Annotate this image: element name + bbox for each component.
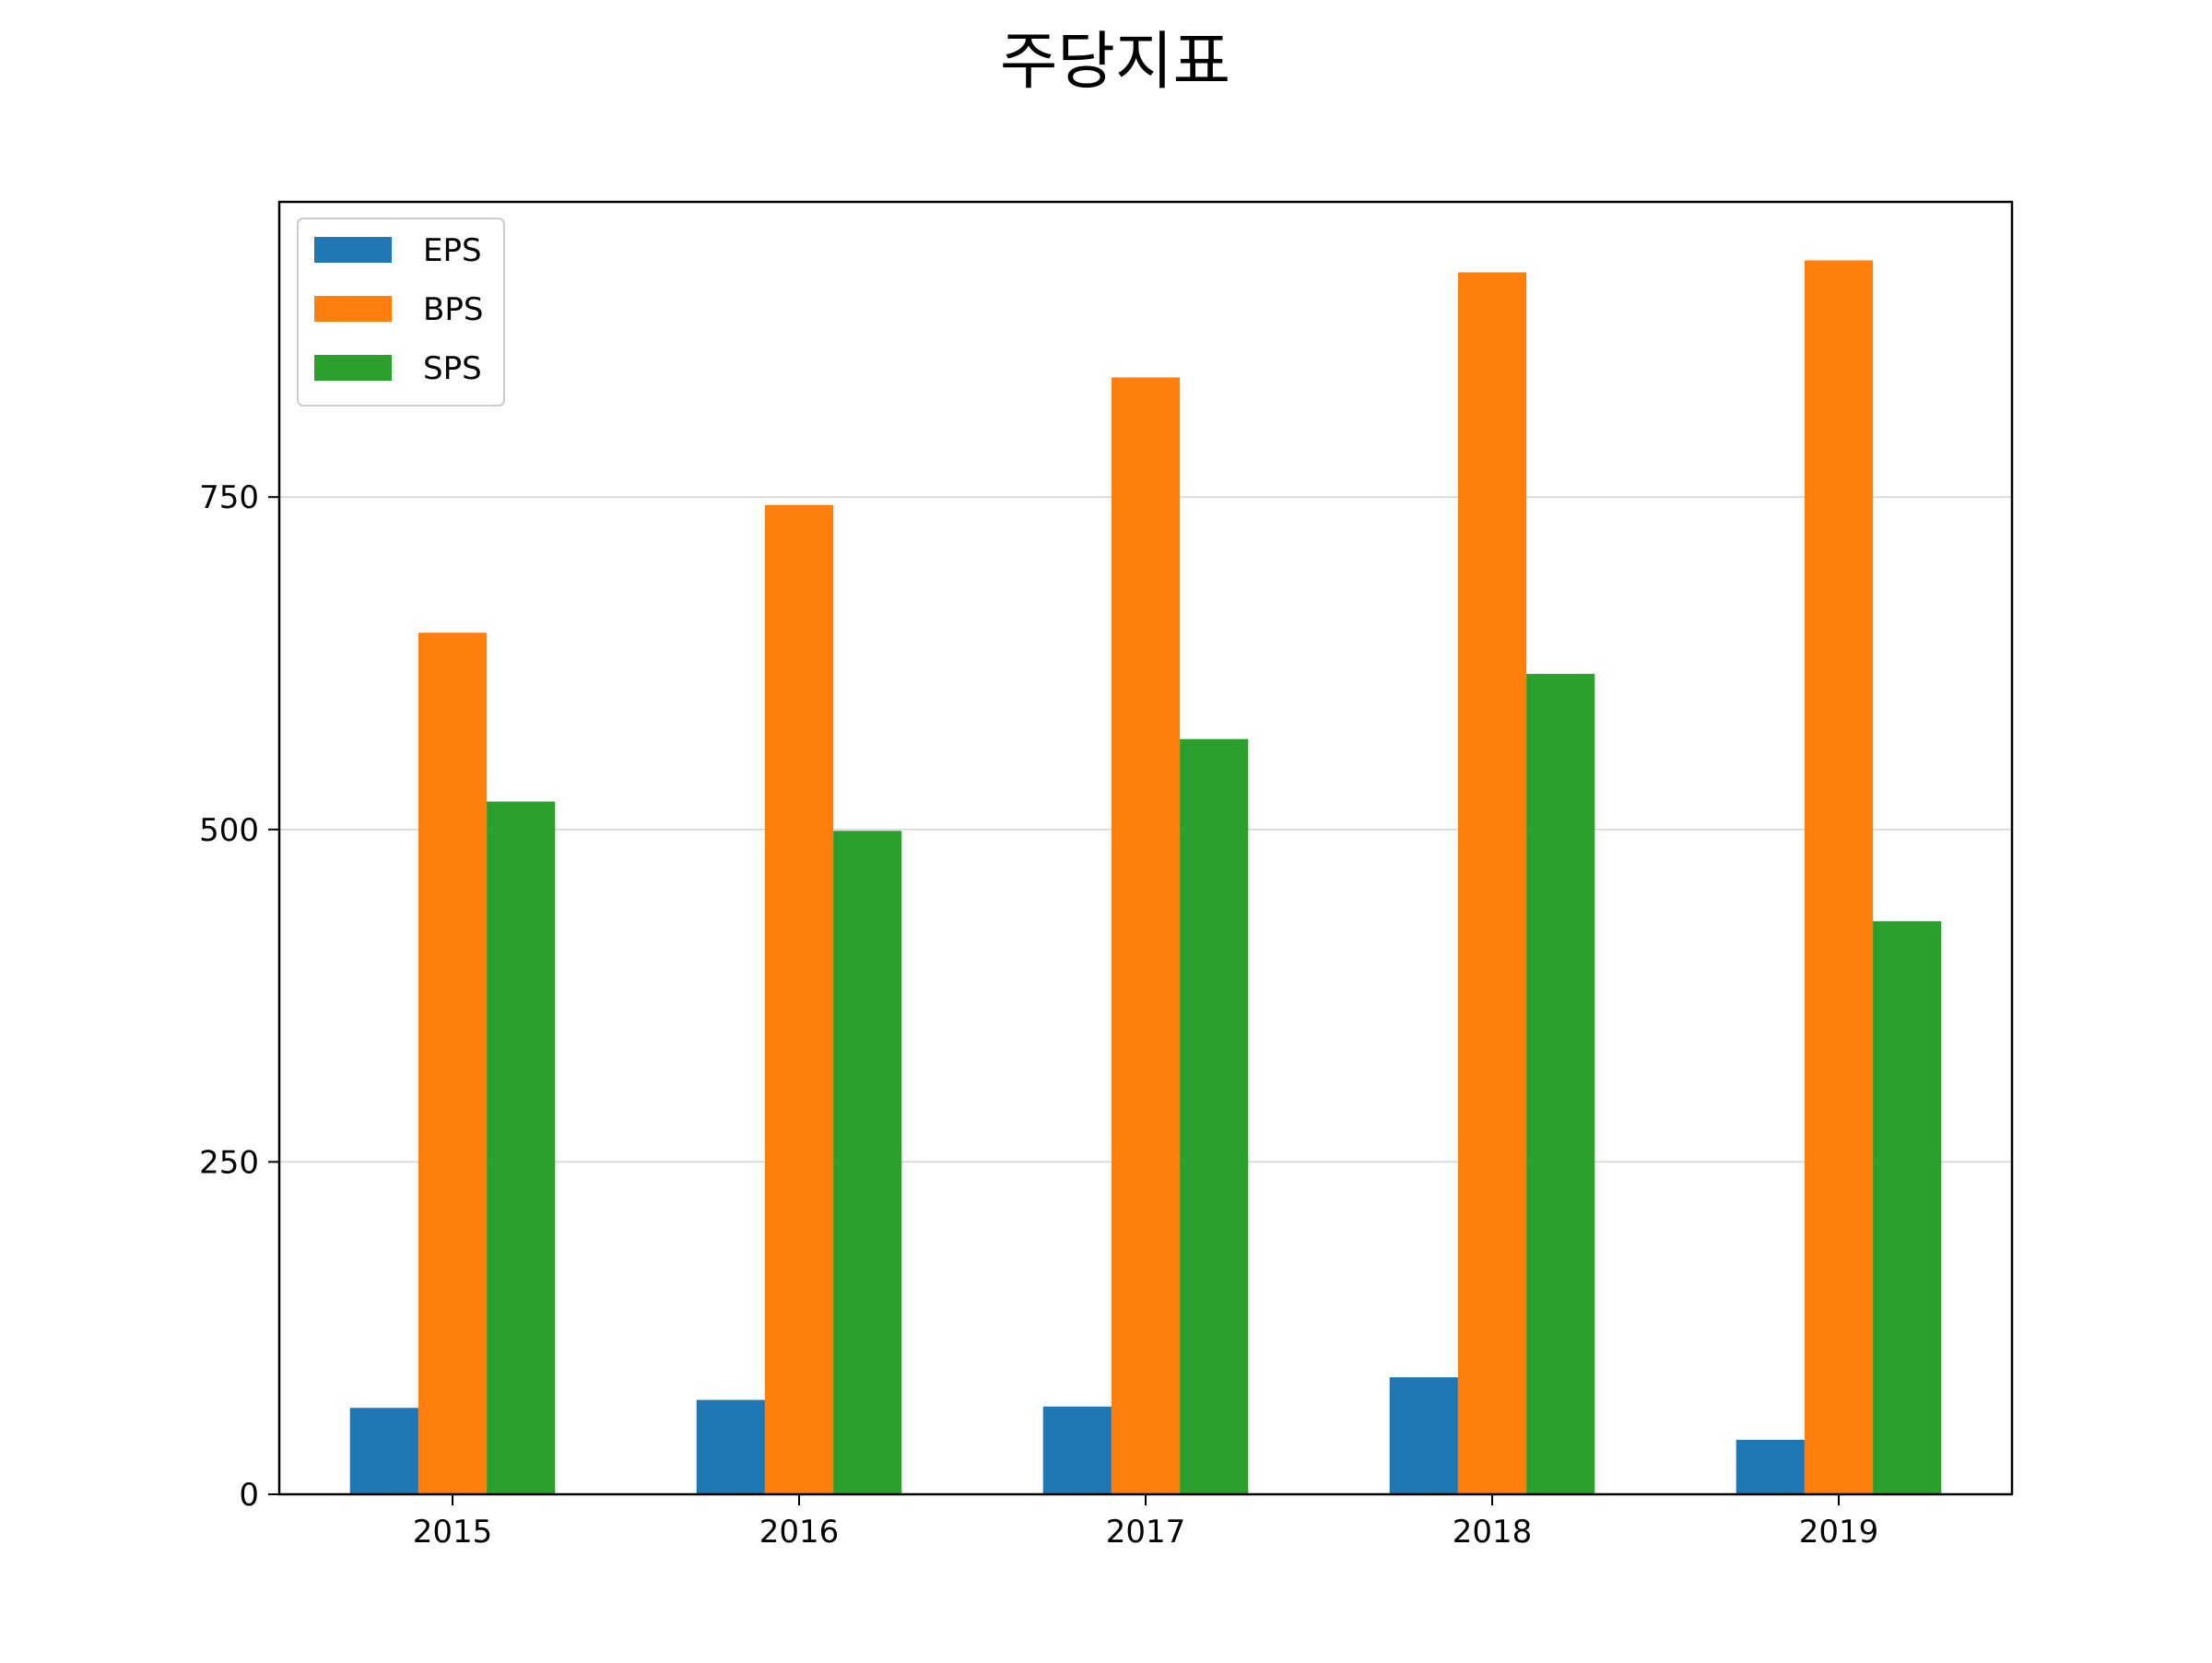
bar-bps-2019 (1804, 260, 1874, 1494)
bar-bps-2015 (418, 632, 488, 1494)
y-tick-label: 750 (199, 479, 259, 516)
chart-title: 주당지표 (1000, 26, 1230, 99)
x-tick-label: 2016 (759, 1514, 840, 1551)
legend: EPS BPS SPS (297, 218, 505, 407)
axes: 0 250 500 750 2015 2016 2017 2018 2019 (199, 479, 1878, 1551)
bar-sps-2018 (1526, 674, 1595, 1494)
legend-swatch-sps (314, 355, 392, 381)
legend-label-bps: BPS (423, 291, 483, 328)
bars (349, 260, 1942, 1495)
legend-swatch-eps (314, 237, 392, 263)
y-tick-label: 0 (239, 1477, 259, 1514)
x-tick-label: 2019 (1799, 1514, 1879, 1551)
bar-bps-2017 (1111, 377, 1181, 1495)
bar-bps-2018 (1457, 272, 1527, 1494)
bar-eps-2018 (1389, 1377, 1458, 1494)
bar-eps-2019 (1735, 1439, 1805, 1494)
bar-sps-2019 (1873, 921, 1942, 1494)
bar-eps-2016 (696, 1399, 765, 1494)
bar-eps-2015 (349, 1408, 418, 1494)
bar-eps-2017 (1042, 1406, 1112, 1494)
y-tick-label: 250 (199, 1144, 259, 1181)
x-tick-label: 2018 (1453, 1514, 1533, 1551)
bar-sps-2016 (833, 831, 902, 1494)
legend-label-eps: EPS (423, 232, 482, 269)
x-tick-label: 2017 (1106, 1514, 1186, 1551)
bar-bps-2016 (764, 504, 834, 1494)
y-tick-label: 500 (199, 812, 259, 849)
x-tick-label: 2015 (413, 1514, 493, 1551)
bar-sps-2015 (487, 801, 556, 1494)
legend-swatch-bps (314, 296, 392, 322)
bar-sps-2017 (1180, 738, 1249, 1494)
legend-label-sps: SPS (423, 350, 482, 387)
